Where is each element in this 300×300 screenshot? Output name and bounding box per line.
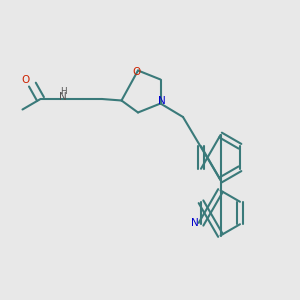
Text: N: N: [158, 95, 166, 106]
Text: H: H: [60, 87, 66, 96]
Text: N: N: [191, 218, 199, 228]
Text: N: N: [59, 92, 67, 102]
Text: O: O: [132, 67, 141, 77]
Text: O: O: [21, 75, 30, 85]
